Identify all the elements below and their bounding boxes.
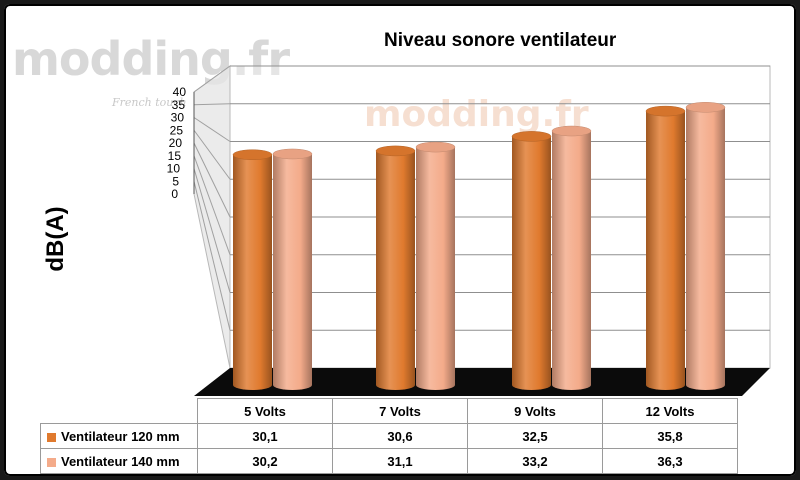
data-table-header-row: 5 Volts 7 Volts 9 Volts 12 Volts <box>41 398 738 424</box>
data-value-cell: 30,1 <box>197 423 333 449</box>
bar-top <box>511 131 552 142</box>
y-tick-label: 15 <box>168 149 182 163</box>
category-header: 5 Volts <box>197 398 333 424</box>
bar <box>552 131 591 391</box>
y-axis-label: dB(A) <box>42 206 69 272</box>
bar <box>376 150 415 391</box>
bar <box>686 107 725 391</box>
side-wall <box>193 65 231 369</box>
data-table: 5 Volts 7 Volts 9 Volts 12 Volts Ventila… <box>40 398 738 474</box>
modding-logo-watermark: modding.fr <box>12 32 290 86</box>
category-header: 9 Volts <box>467 398 603 424</box>
data-value-cell: 31,1 <box>332 448 468 474</box>
side-gridline <box>193 117 231 142</box>
data-value-cell: 30,2 <box>197 448 333 474</box>
y-tick-label: 20 <box>169 136 183 150</box>
bar-top <box>685 102 726 113</box>
bar <box>646 111 685 391</box>
chart-frame: modding.fr French touch modding.fr 0 5 10 1… <box>4 4 796 476</box>
side-gridline <box>193 168 231 293</box>
series-name-cell: Ventilateur 120 mm <box>40 423 198 449</box>
bar-top <box>551 125 592 137</box>
bar <box>416 147 455 391</box>
data-value-cell: 30,6 <box>332 423 468 449</box>
series-name: Ventilateur 140 mm <box>61 453 180 469</box>
series-name: Ventilateur 120 mm <box>61 428 180 444</box>
data-table-row-120: Ventilateur 120 mm 30,1 30,6 32,5 35,8 <box>40 423 738 449</box>
side-gridline <box>193 155 231 255</box>
data-table-row-140: Ventilateur 140 mm 30,2 31,1 33,2 36,3 <box>40 448 738 474</box>
series-name-cell: Ventilateur 140 mm <box>40 448 198 474</box>
side-gridline <box>193 129 231 180</box>
data-value-cell: 36,3 <box>602 448 738 474</box>
bar <box>233 154 272 391</box>
bar-top <box>375 145 416 157</box>
category-header: 12 Volts <box>602 398 738 424</box>
side-gridline <box>193 103 231 106</box>
bar-top <box>645 105 686 117</box>
legend-swatch-120 <box>47 432 56 442</box>
chart-title: Niveau sonore ventilateur <box>384 30 617 51</box>
center-logo-watermark: modding.fr <box>364 94 589 135</box>
tagline-watermark: French touch <box>112 96 187 109</box>
data-value-cell: 33,2 <box>467 448 603 474</box>
data-table-corner <box>41 399 198 424</box>
bar-top <box>415 141 456 153</box>
bar-top <box>272 148 313 160</box>
data-value-cell: 35,8 <box>602 423 738 449</box>
bar-top <box>232 149 273 160</box>
legend-swatch-140 <box>47 457 56 467</box>
category-header: 7 Volts <box>332 398 468 424</box>
side-gridline <box>193 142 231 218</box>
side-gridline <box>193 65 231 93</box>
data-value-cell: 32,5 <box>467 423 603 449</box>
floor <box>194 368 770 396</box>
bar <box>512 136 551 391</box>
y-tick-label: 10 <box>167 162 181 176</box>
y-tick-label: 25 <box>170 123 184 137</box>
y-tick-label: 30 <box>171 111 185 125</box>
side-gridline <box>193 181 231 331</box>
y-tick-label: 5 <box>172 174 179 188</box>
y-tick-label: 0 <box>171 187 178 201</box>
y-tick-label: 40 <box>173 85 187 99</box>
y-tick-label: 35 <box>172 98 186 112</box>
bar <box>273 153 312 391</box>
